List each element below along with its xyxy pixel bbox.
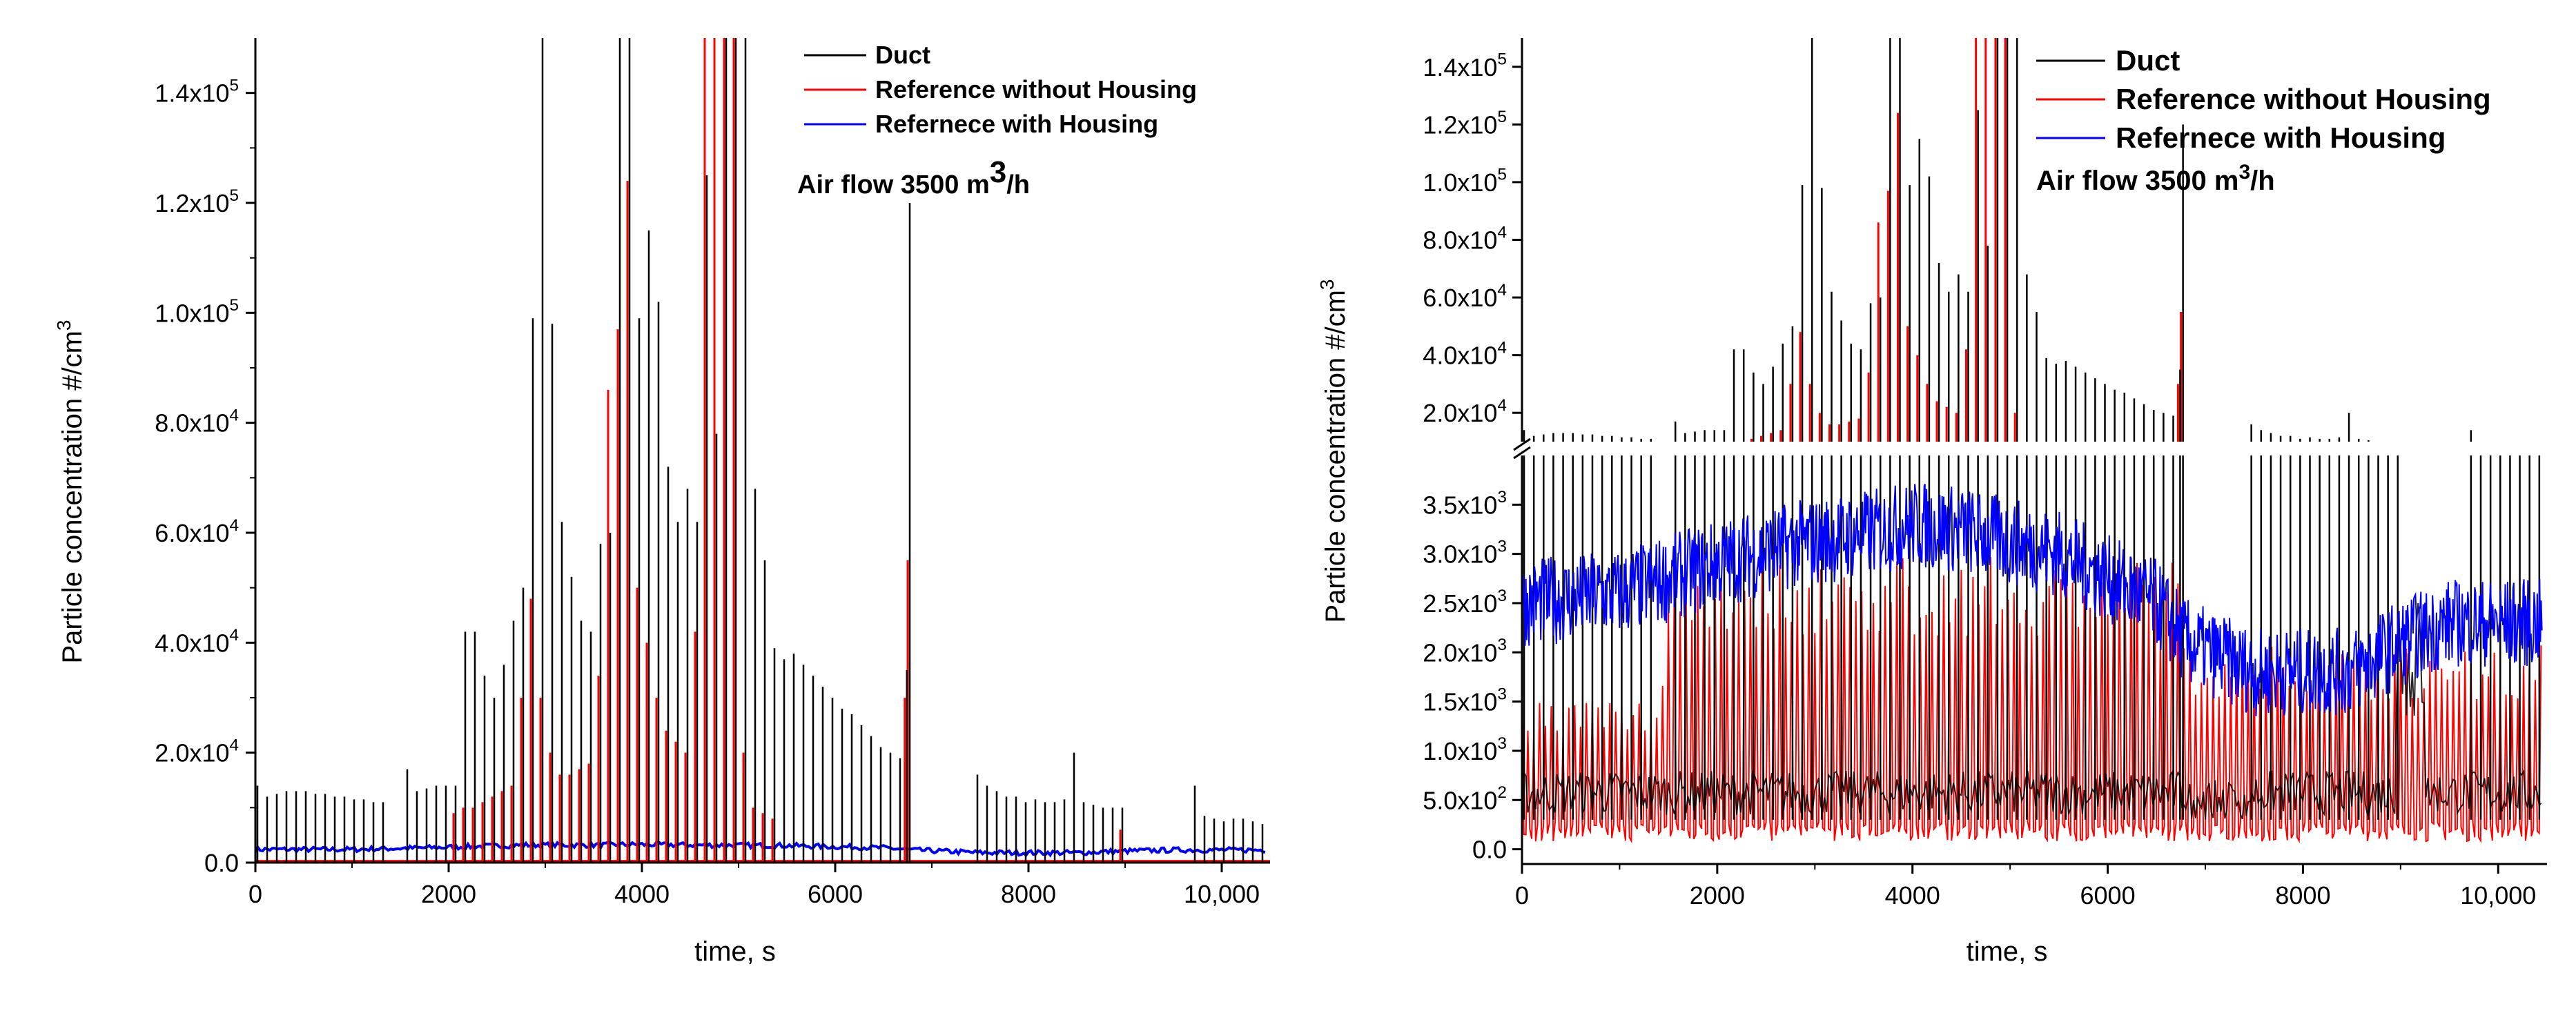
series-refernece-with-housing-line [255,840,1266,858]
x-tick-label: 4000 [614,880,670,908]
axis-break-mark [1513,446,1531,460]
left-chart: 0.0 2.0x104 4.0x104 6.0x104 8.0x104 1.0x105 1.… [53,38,1270,967]
reference-without-housing-lower-line [1522,557,2542,844]
x-axis-title: time, s [1967,936,2048,967]
y-tick-label: 2.0x104 [155,736,239,767]
duct-lower-line [1522,603,2542,820]
x-tick-label: 2000 [421,880,476,908]
x-tick-label: 10,000 [1184,880,1260,908]
right-chart: 0.0 5.0x102 1.0x103 1.5x103 2.0x103 2.5x103 3.… [1316,38,2547,967]
y-tick-label: 1.5x103 [1423,685,1507,716]
y-tick-label: 8.0x104 [155,406,239,437]
y-axis-title: Particle concentration #/cm3 [53,320,88,663]
y-tick-label: 4.0x104 [155,626,239,657]
y-tick-label: 0.0 [1472,836,1507,864]
axis-break-mark [1513,438,1531,451]
x-axis-title: time, s [694,936,776,967]
legend-label: Reference without Housing [2116,83,2491,115]
x-tick-label: 4000 [1885,881,1940,910]
x-tick-label: 6000 [808,880,863,908]
y-tick-label: 2.0x103 [1423,636,1507,667]
x-tick-label: 0 [248,880,262,908]
y-tick-label: 1.2x105 [155,186,239,217]
y-tick-label: 1.0x105 [1423,166,1507,197]
x-tick-label: 0 [1515,881,1529,910]
y-tick-label: 4.0x104 [1423,338,1507,369]
y-tick-label: 3.0x103 [1423,537,1507,568]
y-tick-label: 6.0x104 [1423,281,1507,312]
x-tick-label: 8000 [2275,881,2330,910]
legend-label: Duct [875,41,930,69]
upper-plot-area [1523,38,2472,442]
legend-label: Duct [2116,44,2180,77]
y-tick-label: 2.0x104 [1423,396,1507,427]
x-tick-label: 2000 [1690,881,1745,910]
y-tick-label: 5.0x102 [1423,783,1507,814]
y-axis-title: Particle concentration #/cm3 [1316,279,1351,622]
plot-area [255,38,1270,863]
y-tick-label: 1.2x105 [1423,108,1507,139]
x-tick-label: 10,000 [2460,881,2536,910]
airflow-annotation: Air flow 3500 m3/h [797,155,1030,199]
series-refernece-with-housing-line [1522,484,2543,716]
y-tick-label: 1.0x105 [155,296,239,327]
y-tick-label: 1.0x103 [1423,734,1507,765]
y-tick-label: 6.0x104 [155,516,239,547]
airflow-annotation: Air flow 3500 m3/h [2036,161,2275,196]
y-tick-label: 2.5x103 [1423,587,1507,618]
y-tick-label: 1.4x105 [155,76,239,107]
legend-label: Reference without Housing [875,75,1197,104]
legend-label: Refernece with Housing [875,110,1158,138]
x-tick-label: 6000 [2080,881,2136,910]
y-tick-label: 1.4x105 [1423,50,1507,81]
y-tick-label: 0.0 [204,849,239,877]
lower-plot-area [1522,455,2543,844]
y-tick-label: 3.5x103 [1423,488,1507,519]
x-tick-label: 8000 [1001,880,1056,908]
y-tick-label: 8.0x104 [1423,223,1507,254]
legend-label: Refernece with Housing [2116,121,2446,154]
